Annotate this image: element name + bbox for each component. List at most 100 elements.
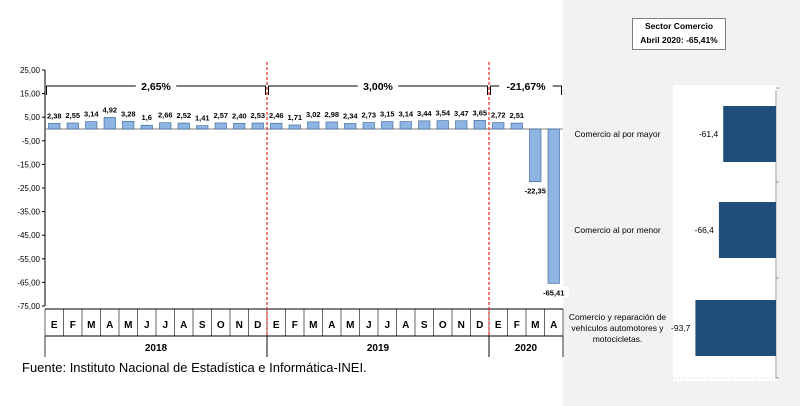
month-tick-label: J (162, 320, 168, 331)
month-tick-label: N (458, 320, 465, 331)
bar-value-label: 3,65 (472, 108, 487, 117)
y-tick-label: -25,00 (17, 184, 40, 193)
bar (251, 122, 264, 130)
period-annotation: 2,65% (141, 81, 171, 93)
sector-category-line: vehículos automotores y (571, 322, 664, 333)
bar-value-label: 2,57 (213, 111, 228, 120)
bar-value-label: 2,98 (324, 110, 339, 119)
bar-value-label: 1,41 (195, 114, 210, 123)
month-tick-label: D (476, 320, 483, 331)
month-tick-label: S (421, 320, 428, 331)
month-tick-label: M (531, 320, 539, 331)
month-tick-label: O (439, 320, 447, 331)
bar (85, 121, 98, 130)
sector-category-label: Comercio al por menor (565, 225, 670, 236)
bar (492, 122, 505, 130)
month-tick-label: E (273, 320, 280, 331)
source-note: Fuente: Instituto Nacional de Estadístic… (22, 360, 367, 375)
year-label: 2019 (367, 343, 390, 354)
period-annotation: 3,00% (363, 81, 393, 93)
bar-value-label: 2,51 (509, 111, 524, 120)
y-tick-label: 15,00 (20, 90, 41, 99)
bar-value-label: 3,14 (84, 110, 99, 119)
y-tick-label: -35,00 (17, 208, 40, 217)
month-tick-label: M (87, 320, 95, 331)
bar (547, 128, 560, 284)
bar-value-label: 2,72 (491, 111, 506, 120)
sector-value-label: -93,7 (671, 323, 691, 333)
bar-value-label: 2,38 (47, 111, 62, 120)
month-tick-label: M (124, 320, 132, 331)
y-tick-label: -45,00 (17, 231, 40, 240)
bar (66, 122, 79, 130)
bar (214, 122, 227, 130)
sector-category-line: Comercio y reparación de (568, 311, 667, 322)
period-bracket (489, 85, 563, 95)
bar-value-label: -22,35 (525, 187, 546, 196)
bar-value-label: 3,15 (380, 110, 395, 119)
sector-category-line: Comercio al por mayor (574, 128, 661, 139)
sector-bar (723, 106, 776, 162)
sector-bar (718, 202, 776, 258)
monthly-chart-panel (0, 0, 563, 406)
sector-chart-title: Sector Comercio Abril 2020: -65,41% (632, 18, 726, 50)
bar (436, 120, 449, 130)
month-tick-label: N (236, 320, 243, 331)
bar (362, 122, 375, 130)
bar-value-label: 2,40 (232, 111, 247, 120)
bar-value-label: 1,71 (287, 113, 302, 122)
bar-value-label: 3,14 (398, 110, 413, 119)
bar-value-label: 1,6 (142, 113, 152, 122)
bar (196, 125, 209, 130)
bar-value-label: 3,54 (435, 109, 450, 118)
bar (344, 123, 357, 130)
bar (103, 117, 116, 130)
bar (381, 121, 394, 130)
bar-value-label: 2,34 (343, 111, 358, 120)
month-tick-label: F (70, 320, 76, 331)
y-tick-label: -65,00 (17, 278, 40, 287)
month-tick-label: J (366, 320, 372, 331)
bar (325, 121, 338, 130)
bar-value-label: 2,73 (361, 111, 376, 120)
bar (510, 122, 523, 130)
bar-value-label-bg (520, 184, 551, 196)
bar-value-label: 2,53 (250, 111, 265, 120)
bar (159, 122, 172, 130)
bar (288, 124, 301, 130)
bar-value-label: 3,02 (306, 110, 321, 119)
sector-value-label: -61,4 (699, 129, 719, 139)
month-tick-label: A (106, 320, 113, 331)
y-tick-label: -5,00 (22, 137, 41, 146)
sector-bar (695, 300, 776, 356)
bar (307, 121, 320, 130)
month-tick-label: E (495, 320, 502, 331)
month-tick-label: M (346, 320, 354, 331)
month-tick-label: F (292, 320, 298, 331)
month-tick-label: A (328, 320, 335, 331)
y-tick-label: -75,00 (17, 302, 40, 311)
y-tick-label: -55,00 (17, 255, 40, 264)
period-bracket (45, 85, 267, 95)
bar-value-label: 3,47 (454, 109, 469, 118)
bar-value-label: 2,46 (269, 111, 284, 120)
bar (233, 123, 246, 130)
month-tick-label: A (402, 320, 409, 331)
month-tick-label: J (384, 320, 390, 331)
bar (473, 120, 486, 130)
bar (455, 120, 468, 130)
bar (399, 121, 412, 130)
y-tick-label: 25,00 (20, 66, 41, 75)
bar (48, 123, 61, 130)
month-tick-label: A (550, 320, 557, 331)
bar-value-label: 2,52 (176, 111, 191, 120)
year-label: 2020 (515, 343, 538, 354)
bar-value-label: 2,66 (158, 111, 173, 120)
sector-category-line: motocicletas. (592, 333, 643, 344)
bar-value-label: -65,41 (543, 288, 564, 297)
month-tick-label: E (51, 320, 58, 331)
bar-value-label: 2,55 (65, 111, 80, 120)
period-bracket (267, 85, 489, 95)
year-label: 2018 (145, 343, 168, 354)
